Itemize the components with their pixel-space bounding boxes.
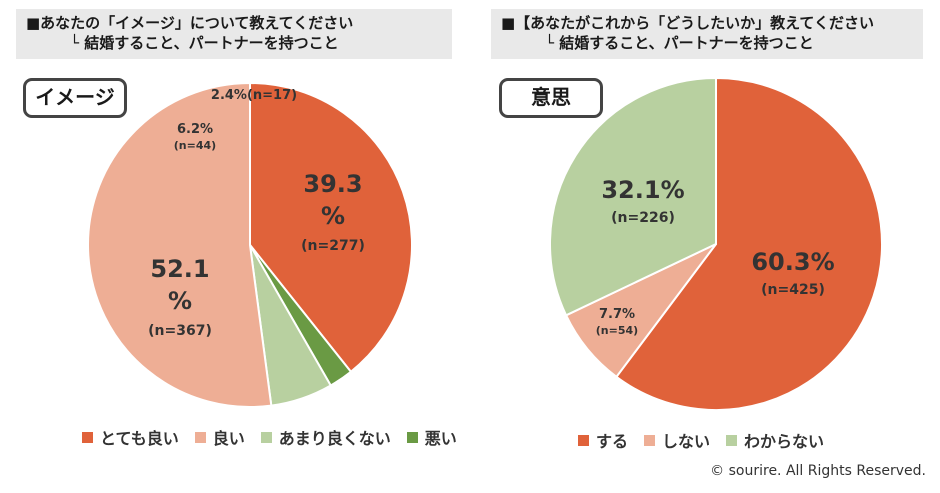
left-legend: とても良い 良い あまり良くない 悪い — [82, 425, 473, 449]
chart0-data-label-1: 2.4%(n=17) — [211, 88, 297, 103]
chart0-data-label-2: 6.2% (n=44) — [174, 122, 216, 152]
chart0-slice-0 — [249, 81, 413, 374]
right-question-box: ■【あなたがこれから「どうしたいか」教えてください └ 結婚すること、パートナー… — [491, 9, 923, 59]
chart1-legend-swatch-2 — [726, 434, 738, 446]
chart0-legend-swatch-1 — [194, 431, 206, 443]
chart0-legend-label-0: とても良い — [100, 429, 179, 448]
chart0-legend-item-2: あまり良くない — [260, 425, 391, 449]
copyright-notice: © sourire. All Rights Reserved. — [710, 463, 926, 479]
right-chart-tag: 意思 — [499, 78, 603, 118]
chart0-legend-label-1: 良い — [212, 429, 245, 448]
chart0-data-label-0: 39.3% (n=277) — [301, 170, 365, 254]
chart1-legend-swatch-0 — [578, 434, 589, 446]
right-question-line1: ■【あなたがこれから「どうしたいか」教えてください — [501, 14, 874, 32]
chart0-legend-item-1: 良い — [194, 425, 245, 449]
chart1-slice-2 — [549, 76, 717, 317]
chart1-data-label-2: 32.1% (n=226) — [601, 176, 684, 226]
chart0-legend-swatch-3 — [406, 431, 418, 443]
chart0-legend-item-3: 悪い — [406, 425, 457, 449]
left-question-line2: └ 結婚すること、パートナーを持つこと — [70, 34, 339, 52]
right-legend: する しない わからない — [578, 428, 840, 452]
chart1-legend-label-2: わからない — [744, 432, 825, 451]
chart1-legend-label-1: しない — [662, 432, 711, 451]
left-chart-tag: イメージ — [23, 78, 127, 118]
chart1-legend-label-0: する — [596, 432, 629, 451]
left-question-line1: ■あなたの「イメージ」について教えてください — [26, 14, 354, 32]
chart0-legend-swatch-2 — [260, 431, 272, 443]
chart0-legend-label-2: あまり良くない — [278, 429, 391, 448]
chart1-legend-item-2: わからない — [726, 428, 824, 452]
chart1-legend-swatch-1 — [644, 434, 656, 446]
left-question-box: ■あなたの「イメージ」について教えてください └ 結婚すること、パートナーを持つ… — [16, 9, 452, 59]
chart0-slice-3 — [87, 81, 273, 408]
chart1-data-label-1: 7.7% (n=54) — [596, 307, 638, 337]
chart1-data-label-0: 60.3% (n=425) — [751, 248, 834, 298]
chart1-slice-0 — [615, 76, 883, 411]
chart0-legend-item-0: とても良い — [82, 425, 179, 449]
chart0-legend-label-3: 悪い — [424, 429, 457, 448]
chart1-legend-item-1: しない — [644, 428, 710, 452]
chart0-legend-swatch-0 — [82, 431, 93, 443]
right-question-line2: └ 結婚すること、パートナーを持つこと — [545, 34, 814, 52]
chart1-legend-item-0: する — [578, 428, 628, 452]
chart0-data-label-3: 52.1% (n=367) — [148, 255, 212, 339]
